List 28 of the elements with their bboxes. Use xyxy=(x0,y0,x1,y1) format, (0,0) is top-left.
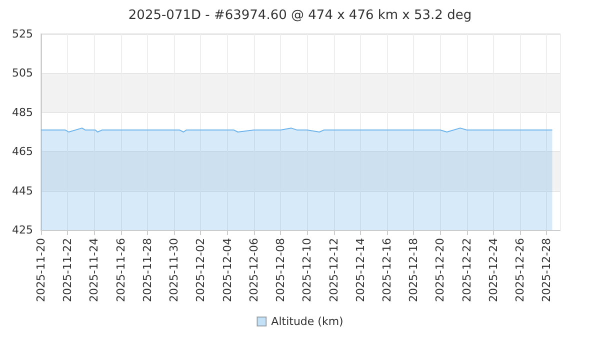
x-tick-label: 2025-11-30 xyxy=(168,238,181,302)
x-tick-label: 2025-11-24 xyxy=(88,238,101,302)
x-tick-label: 2025-12-22 xyxy=(460,238,474,302)
y-tick-label: 465 xyxy=(12,145,33,158)
x-tick-label: 2025-11-20 xyxy=(34,238,48,302)
x-tick-label: 2025-12-10 xyxy=(300,238,314,302)
y-tick-label: 485 xyxy=(12,106,33,119)
chart-title: 2025-071D - #63974.60 @ 474 x 476 km x 53.2 deg xyxy=(128,8,472,23)
y-tick-label: 505 xyxy=(12,66,33,80)
x-tick-label: 2025-12-20 xyxy=(434,238,447,302)
y-tick-label: 445 xyxy=(12,184,33,198)
x-tick-label: 2025-12-08 xyxy=(274,238,288,302)
x-tick-label: 2025-12-28 xyxy=(540,238,554,302)
x-tick-label: 2025-12-16 xyxy=(380,238,394,302)
x-tick-label: 2025-12-14 xyxy=(354,238,367,302)
x-tick-label: 2025-12-18 xyxy=(407,238,420,302)
x-tick-label: 2025-11-28 xyxy=(140,238,154,302)
x-tick-label: 2025-12-24 xyxy=(486,238,500,302)
x-tick-label: 2025-12-04 xyxy=(220,238,234,302)
x-tick-label: 2025-12-06 xyxy=(247,238,260,302)
x-tick-label: 2025-11-26 xyxy=(114,238,128,302)
y-tick-label: 525 xyxy=(12,28,33,40)
x-tick-label: 2025-11-22 xyxy=(61,238,74,302)
x-tick-label: 2025-12-26 xyxy=(514,238,527,302)
y-tick-label: 425 xyxy=(12,224,33,236)
legend-label: Altitude (km) xyxy=(271,315,344,328)
x-tick-label: 2025-12-12 xyxy=(327,238,340,302)
x-tick-label: 2025-12-02 xyxy=(194,238,208,302)
